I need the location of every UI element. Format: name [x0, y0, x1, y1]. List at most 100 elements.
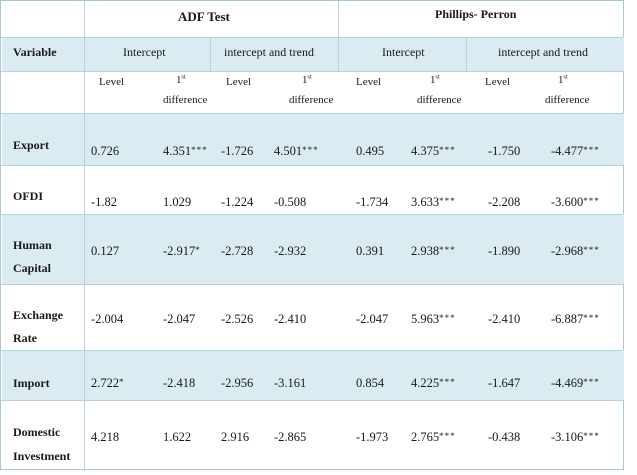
cell-value: -2.047 [163, 312, 196, 326]
group-label-adf-intercept: Intercept [123, 45, 166, 59]
significance-stars: *** [191, 145, 208, 155]
row-band-import [2, 350, 624, 400]
significance-stars: *** [439, 245, 456, 255]
variable-name: Domestic [13, 425, 61, 439]
cell-value: -2.047 [356, 312, 389, 326]
rule-body [1, 113, 623, 114]
table-cell: 4.225*** [411, 376, 456, 391]
ordinal-number: 1 [302, 74, 308, 86]
table-cell: -2.047 [163, 312, 195, 327]
cell-value: -0.508 [274, 195, 307, 209]
table-cell: -1.973 [356, 430, 388, 445]
cell-value: -2.968 [551, 244, 584, 258]
first-difference-header: 1st [176, 74, 186, 86]
cell-value: -3.600 [551, 195, 584, 209]
cell-value: 2.722 [91, 376, 120, 390]
table-cell: -2.047 [356, 312, 388, 327]
table-cell: 0.127 [91, 244, 119, 259]
table-cell: -1.750 [488, 144, 520, 159]
ordinal-number: 1 [430, 74, 436, 86]
table-cell: -6.887*** [551, 312, 600, 327]
rule-row [1, 400, 623, 401]
cell-value: -1.726 [221, 144, 254, 158]
table-cell: -2.917* [163, 244, 201, 259]
table-cell: -2.004 [91, 312, 123, 327]
cell-value: 2.916 [221, 430, 250, 444]
rule-row [1, 284, 623, 285]
cell-value: 3.633 [411, 195, 440, 209]
table-cell: -2.865 [274, 430, 306, 445]
phillips-perron-title: Phillips- Perron [435, 7, 517, 21]
cell-value: 2.938 [411, 244, 440, 258]
table-cell: 2.722* [91, 376, 125, 391]
cell-value: -1.750 [488, 144, 521, 158]
cell-value: 0.391 [356, 244, 385, 258]
table-cell: -4.477*** [551, 144, 600, 159]
significance-stars: * [195, 245, 201, 255]
adf-test-title: ADF Test [178, 9, 230, 24]
cell-value: -1.82 [91, 195, 118, 209]
variable-name: Investment [13, 449, 71, 463]
variable-name: Exchange [13, 308, 64, 322]
table-cell: 1.029 [163, 195, 191, 210]
table-cell: 0.391 [356, 244, 384, 259]
table-cell: -2.728 [221, 244, 253, 259]
ordinal-suffix: st [181, 74, 186, 81]
table-cell: 4.351*** [163, 144, 208, 159]
table-cell: -1.647 [488, 376, 520, 391]
ordinal-suffix: st [307, 74, 312, 81]
variable-name: Import [13, 376, 50, 390]
cell-value: -6.887 [551, 312, 584, 326]
ordinal-number: 1 [176, 74, 182, 86]
significance-stars: *** [439, 431, 456, 441]
row-band-export [2, 113, 624, 165]
significance-stars: *** [583, 431, 600, 441]
table-cell: -2.208 [488, 195, 520, 210]
variable-name: Human [13, 238, 52, 252]
first-difference-header: 1st [302, 74, 312, 86]
cell-value: -4.477 [551, 144, 584, 158]
rule-top-header [1, 37, 623, 38]
cell-value: 0.854 [356, 376, 385, 390]
cell-value: -2.526 [221, 312, 254, 326]
variable-name: Capital [13, 261, 52, 275]
variable-name: Export [13, 138, 49, 152]
variable-column-label: Variable [13, 45, 57, 59]
cell-value: -2.418 [163, 376, 196, 390]
cell-value: 5.963 [411, 312, 440, 326]
cell-value: -1.973 [356, 430, 389, 444]
significance-stars: *** [439, 313, 456, 323]
significance-stars: *** [302, 145, 319, 155]
row-band-human-capital [2, 214, 624, 284]
table-cell: -1.82 [91, 195, 117, 210]
table-cell: -2.968*** [551, 244, 600, 259]
table-cell: 2.765*** [411, 430, 456, 445]
cell-value: 4.351 [163, 144, 192, 158]
table-cell: 1.622 [163, 430, 191, 445]
cell-value: 2.765 [411, 430, 440, 444]
significance-stars: *** [583, 245, 600, 255]
cell-value: 0.495 [356, 144, 385, 158]
cell-value: -1.734 [356, 195, 389, 209]
group-label-pp-intercept: Intercept [382, 45, 425, 59]
level-header: Level [99, 76, 125, 88]
table-cell: 4.501*** [274, 144, 319, 159]
significance-stars: *** [439, 196, 456, 206]
table-cell: 2.938*** [411, 244, 456, 259]
divider-group [210, 37, 211, 71]
header-band [2, 37, 624, 71]
rule-row [1, 165, 623, 166]
cell-value: -4.469 [551, 376, 584, 390]
difference-header: difference [545, 94, 590, 106]
cell-value: 4.225 [411, 376, 440, 390]
cell-value: -1.224 [221, 195, 254, 209]
cell-value: -2.956 [221, 376, 254, 390]
cell-value: -2.410 [488, 312, 521, 326]
table-cell: -2.956 [221, 376, 253, 391]
cell-value: -2.728 [221, 244, 254, 258]
table-cell: -2.410 [488, 312, 520, 327]
first-difference-header: 1st [558, 74, 568, 86]
group-label-adf-trend: intercept and trend [224, 45, 314, 59]
cell-value: 4.375 [411, 144, 440, 158]
table-cell: -3.106*** [551, 430, 600, 445]
